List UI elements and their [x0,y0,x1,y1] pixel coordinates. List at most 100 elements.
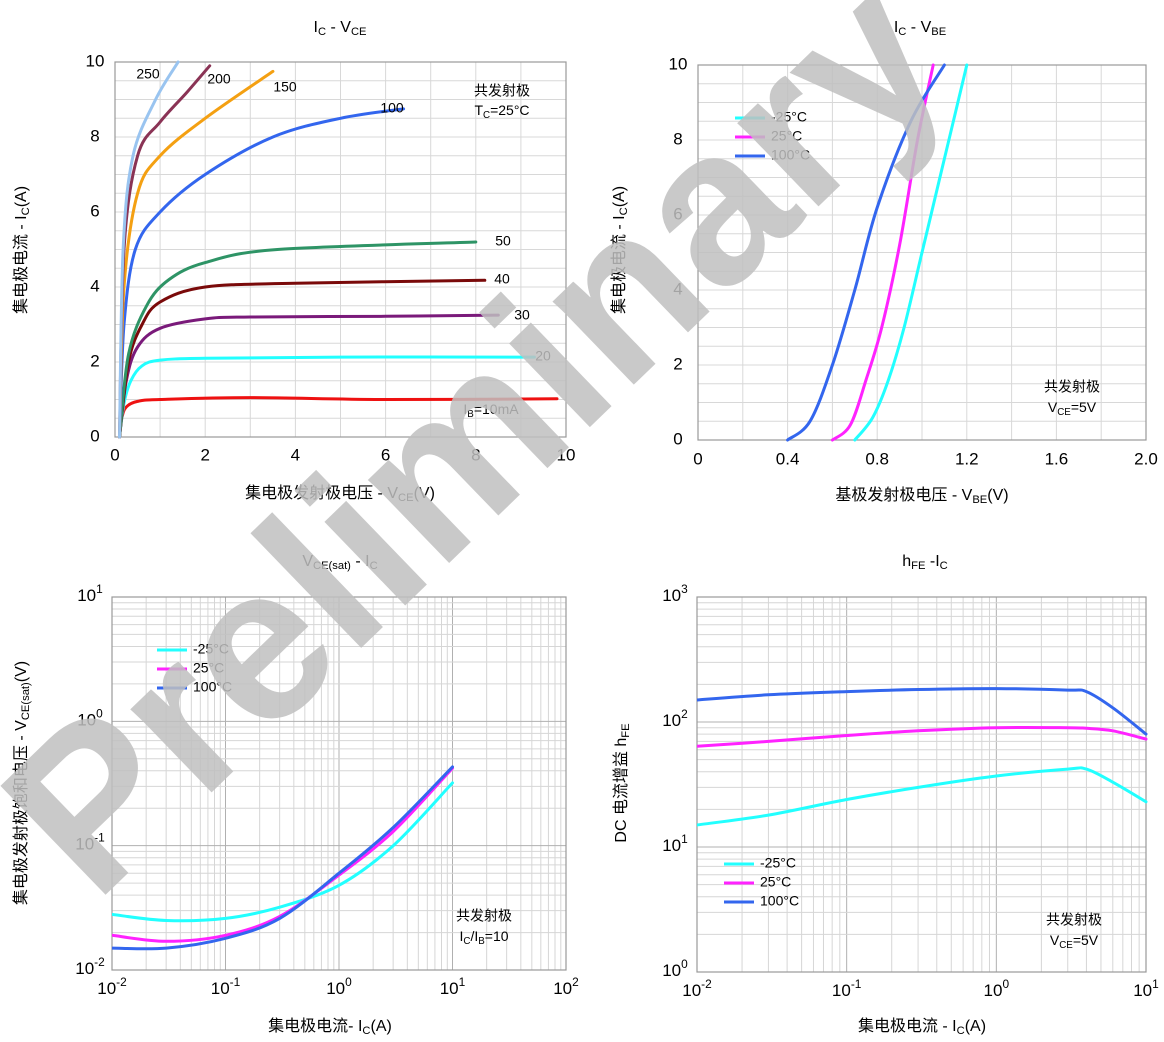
x-axis-label: 集电极发射极电压 - VCE(V) [245,484,435,504]
x-tick-label: 2.0 [1134,449,1158,468]
chart-ic-vbe: 0 0.4 0.8 1.2 1.6 2.0 0 2 4 6 8 10 IC - VBE 基极发射极电压 -… [610,19,1158,506]
y-tick-label: 4 [90,276,99,295]
annotation: VCE=5V [1050,932,1099,951]
watermark-preliminary: Preliminary [0,0,990,939]
x-tick-label: 10-2 [682,977,712,1000]
x-axis-label: 基极发射极电压 - VBE(V) [835,486,1008,506]
series-line-0 [853,63,969,442]
x-tick-label: 100 [326,975,352,998]
y-tick-label: 101 [77,582,103,605]
series-line-1 [697,725,1148,748]
plot-frame [696,596,1147,973]
curve-label: 250 [136,66,160,82]
series-line-5 [118,107,406,439]
x-tick-label: 1.6 [1045,449,1069,468]
y-tick-label: 2 [90,351,99,370]
y-tick-label: 6 [673,204,682,223]
x-tick-label: 0 [693,449,702,468]
legend-label: 25°C [771,128,802,144]
annotation: VCE=5V [1048,399,1097,418]
x-tick-label: 101 [1133,977,1159,1000]
plot-frame [114,61,567,438]
chart-hfe-ic: 10-2 10-1 100 101 100 101 102 103 hFE -IC 集电极电流 -… [612,553,1159,1037]
legend-label: 100°C [760,893,799,909]
y-tick-label: 6 [90,201,99,220]
series-line-4 [118,240,478,439]
x-tick-label: 6 [381,445,390,464]
annotation: IC/IB=10 [459,928,508,947]
x-tick-label: 1.2 [955,449,979,468]
y-tick-label: 10 [669,54,688,73]
chart-title: IC - VBE [894,19,946,38]
legend-label: 25°C [760,874,791,890]
y-tick-label: 10-1 [75,831,105,854]
y-tick-label: 8 [673,129,682,148]
x-tick-label: 10 [557,445,576,464]
y-axis-label: 集电极电流 - IC(A) [610,186,630,314]
series-line-2 [697,687,1148,736]
curve-label: 200 [207,71,231,87]
y-tick-label: 0 [90,426,99,445]
curve-label: 40 [494,271,510,287]
plot-frame [111,596,567,971]
x-tick-label: 10-2 [97,975,127,998]
x-tick-label: 4 [291,445,300,464]
x-tick-label: 0.4 [776,449,800,468]
legend-label: 100°C [771,147,810,163]
x-tick-label: 8 [471,445,480,464]
curve-label: IB=10mA [463,401,519,420]
curve-label: 150 [273,79,297,95]
y-tick-label: 4 [673,279,682,298]
curve-label: 100 [380,100,404,116]
legend-label: -25°C [771,109,807,125]
y-tick-label: 102 [662,707,688,730]
plot-frame [697,64,1147,441]
series-line-0 [697,766,1148,827]
chart-vcesat-ic: 10-2 10-1 100 101 102 10-2 10-1 100 101 VCE(sat) … [12,553,579,1037]
x-tick-label: 10-1 [832,977,862,1000]
curve-label: 30 [514,307,530,323]
x-axis-label: 集电极电流 - IC(A) [858,1017,986,1037]
y-axis-label: 集电极电流 - IC(A) [12,186,32,314]
x-tick-label: 0.8 [865,449,889,468]
curve-label: 20 [535,348,551,364]
x-tick-label: 102 [553,975,579,998]
y-tick-label: 101 [662,832,688,855]
y-tick-label: 10 [86,51,105,70]
x-tick-label: 101 [440,975,466,998]
annotation: TC=25°C [474,102,529,121]
annotation: 共发射极 [1044,379,1100,395]
chart-title: VCE(sat) - IC [302,553,377,572]
series-line-2 [786,63,946,442]
series-line-8 [118,60,180,439]
y-axis-label: 集电极发射极饱和电压 - VCE(sat)(V) [12,661,32,905]
annotation: 共发射极 [456,908,512,924]
y-axis-label: DC 电流增益 hFE [612,723,632,842]
chart-title: IC - VCE [314,19,367,38]
legend-label: 100°C [193,679,232,695]
annotation: 共发射极 [474,83,530,99]
watermark-text: Preliminary [0,0,990,939]
series-line-0 [112,781,454,923]
y-tick-label: 2 [673,354,682,373]
legend-label: -25°C [193,641,229,657]
y-tick-label: 100 [662,957,688,980]
annotation: 共发射极 [1046,912,1102,928]
x-axis-label: 集电极电流- IC(A) [268,1017,392,1037]
y-tick-label: 8 [90,126,99,145]
x-tick-label: 0 [110,445,119,464]
x-tick-label: 10-1 [211,975,241,998]
series-line-1 [830,63,935,442]
x-tick-label: 2 [200,445,209,464]
y-tick-label: 10-2 [75,955,105,978]
y-tick-label: 100 [77,706,103,729]
y-tick-label: 0 [673,429,682,448]
legend-label: 25°C [193,660,224,676]
chart-title: hFE -IC [902,553,948,572]
curve-label: 50 [495,233,511,249]
x-tick-label: 100 [984,977,1010,1000]
series-line-2 [112,765,454,951]
series-line-1 [118,355,536,439]
